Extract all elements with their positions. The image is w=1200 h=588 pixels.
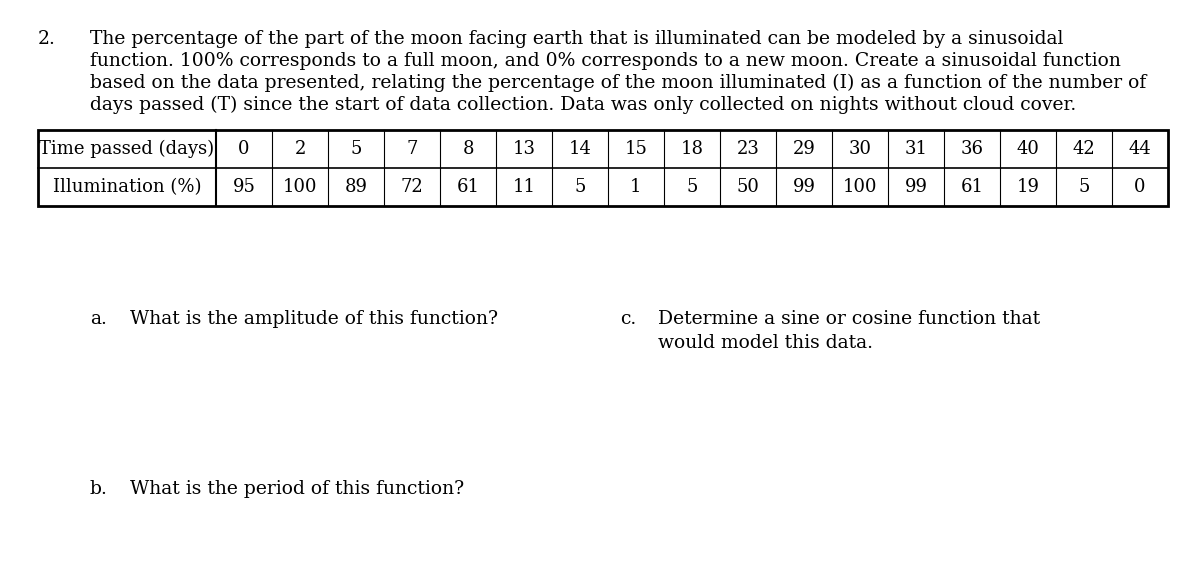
Text: 61: 61 (456, 178, 480, 196)
Text: 11: 11 (512, 178, 535, 196)
Text: 2: 2 (294, 140, 306, 158)
Text: 100: 100 (283, 178, 317, 196)
Text: 5: 5 (1079, 178, 1090, 196)
Text: 29: 29 (792, 140, 816, 158)
Text: would model this data.: would model this data. (658, 334, 874, 352)
Text: 30: 30 (848, 140, 871, 158)
Text: 19: 19 (1016, 178, 1039, 196)
Text: 15: 15 (624, 140, 648, 158)
Text: Determine a sine or cosine function that: Determine a sine or cosine function that (658, 310, 1040, 328)
Text: 89: 89 (344, 178, 367, 196)
Text: 5: 5 (350, 140, 361, 158)
Text: 99: 99 (792, 178, 816, 196)
Text: What is the amplitude of this function?: What is the amplitude of this function? (130, 310, 498, 328)
Text: 14: 14 (569, 140, 592, 158)
Text: a.: a. (90, 310, 107, 328)
Text: 44: 44 (1129, 140, 1151, 158)
Text: 99: 99 (905, 178, 928, 196)
Text: 50: 50 (737, 178, 760, 196)
Text: Illumination (%): Illumination (%) (53, 178, 202, 196)
Text: 72: 72 (401, 178, 424, 196)
Bar (38, 130, 1168, 206)
Text: function. 100% corresponds to a full moon, and 0% corresponds to a new moon. Cre: function. 100% corresponds to a full moo… (90, 52, 1121, 70)
Text: 31: 31 (905, 140, 928, 158)
Text: What is the period of this function?: What is the period of this function? (130, 480, 464, 498)
Text: days passed (T) since the start of data collection. Data was only collected on n: days passed (T) since the start of data … (90, 96, 1076, 114)
Text: 0: 0 (239, 140, 250, 158)
Text: Time passed (days): Time passed (days) (40, 140, 215, 158)
Text: 61: 61 (960, 178, 984, 196)
Text: b.: b. (90, 480, 108, 498)
Text: The percentage of the part of the moon facing earth that is illuminated can be m: The percentage of the part of the moon f… (90, 30, 1063, 48)
Text: 36: 36 (960, 140, 984, 158)
Text: 7: 7 (407, 140, 418, 158)
Text: 13: 13 (512, 140, 535, 158)
Text: 5: 5 (686, 178, 697, 196)
Text: 18: 18 (680, 140, 703, 158)
Text: 42: 42 (1073, 140, 1096, 158)
Text: 8: 8 (462, 140, 474, 158)
Text: 5: 5 (575, 178, 586, 196)
Text: 2.: 2. (38, 30, 56, 48)
Text: 0: 0 (1134, 178, 1146, 196)
Text: 40: 40 (1016, 140, 1039, 158)
Text: based on the data presented, relating the percentage of the moon illuminated (I): based on the data presented, relating th… (90, 74, 1146, 92)
Text: c.: c. (620, 310, 636, 328)
Text: 1: 1 (630, 178, 642, 196)
Text: 100: 100 (842, 178, 877, 196)
Text: 23: 23 (737, 140, 760, 158)
Text: 95: 95 (233, 178, 256, 196)
